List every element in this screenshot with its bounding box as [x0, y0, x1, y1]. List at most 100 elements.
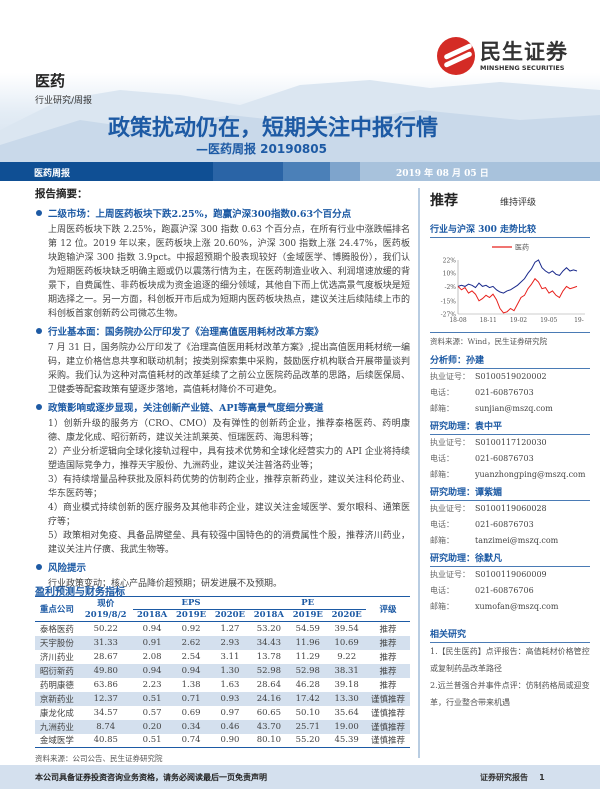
value-cell: 0.91	[132, 635, 172, 650]
col-year: 2020E	[214, 610, 245, 621]
col-year: 2018A	[137, 610, 168, 621]
company-cell: 药明康德	[39, 680, 74, 691]
license-label: 执业证号：	[430, 504, 470, 513]
related-item[interactable]: 1.【民生医药】点评报告：高值耗材价格管控或复制药品改革路径	[430, 647, 590, 673]
analyst-email[interactable]: sunjian@mszq.com	[475, 404, 553, 413]
value-cell: 0.69	[181, 707, 201, 718]
value-cell: 50.22	[93, 623, 118, 634]
rating: 推荐	[430, 193, 458, 209]
value-cell: 31.33	[78, 635, 133, 650]
value-cell: 0.90	[220, 735, 240, 746]
band-label: 医药周报	[34, 169, 71, 179]
value-cell: 谨慎推荐	[366, 719, 410, 734]
analyst-phone: 021-60876703	[475, 520, 534, 529]
value-cell: 8.74	[78, 719, 133, 734]
summary-heading: 报告摘要：	[35, 188, 88, 200]
bullet-heading: 风险提示	[35, 560, 410, 574]
analyst-email[interactable]: tanzimei@mszq.com	[475, 536, 559, 545]
bullet-paragraph: 5）政策相对免疫、具备品牌壁垒、具有较强中国特色的的消费属性个股，推荐济川药业，…	[48, 531, 410, 555]
y-tick-label: -2%	[444, 284, 456, 291]
value-cell: 54.59	[295, 623, 320, 634]
header-band	[0, 162, 600, 181]
table-row: 泰格医药 50.22 0.94 0.92 1.27 53.20 54.59 39.54 推荐	[35, 622, 410, 636]
value-cell: 11.96	[288, 635, 328, 650]
value-cell: 13.78	[256, 651, 282, 662]
report-type: 证券研究报告	[480, 773, 528, 782]
email-label: 邮箱：	[430, 470, 454, 479]
footer-band	[0, 765, 600, 789]
page-number: 1	[539, 773, 545, 782]
report-category: 行业研究/周报	[35, 96, 93, 106]
table-row: 昭衍新药 49.80 0.94 0.94 1.30 52.98 52.98 38.31 推荐	[35, 663, 410, 678]
chart-title: 行业与沪深 300 走势比较	[430, 222, 590, 238]
value-cell: 28.64	[256, 679, 282, 690]
analyst-role: 研究助理：徐默凡	[430, 551, 590, 567]
company-cell: 康龙化成	[39, 708, 74, 719]
analyst-phone-row: 电话： 021-60876703	[430, 451, 590, 467]
value-cell: 0.51	[142, 735, 162, 746]
analyst-license: S0100119060009	[475, 570, 547, 579]
value-cell: 0.94	[171, 663, 211, 678]
company-cell: 九洲药业	[35, 719, 79, 734]
value-cell: 50.10	[295, 707, 320, 718]
table-row: 金域医学 40.85 0.51 0.74 0.90 80.10 55.20 45.39 谨慎推荐	[35, 734, 410, 748]
value-cell: 38.31	[327, 663, 367, 678]
value-cell: 24.16	[249, 691, 289, 706]
table-source: 资料来源：公司公告、民生证券研究院	[35, 754, 163, 763]
analyst-email-row: 邮箱： sunjian@mszq.com	[430, 401, 590, 417]
email-label: 邮箱：	[430, 536, 454, 545]
table-row: 九洲药业 8.74 0.20 0.34 0.46 43.70 25.71 19.00 谨慎推荐	[35, 719, 410, 734]
footer-disclaimer: 本公司具备证券投资咨询业务资格，请务必阅读最后一页免责声明	[35, 773, 267, 782]
y-tick-label: -15%	[441, 298, 457, 305]
analyst-phone-row: 电话： 021-60876703	[430, 385, 590, 401]
analyst-license-row: 执业证号： S0100519020002	[430, 369, 590, 385]
value-cell: 2.08	[142, 651, 162, 662]
bullet-paragraph: 2）产业分析逻辑向全球化接轨过程中，具有技术优势和全球化经营实力的 API 企业…	[48, 447, 410, 471]
value-cell: 2.62	[171, 635, 211, 650]
value-cell: 推荐	[379, 624, 397, 635]
logo-mark-icon	[437, 37, 475, 75]
value-cell: 25.71	[288, 719, 328, 734]
value-cell: 52.98	[288, 663, 328, 678]
x-tick-label: 18-11	[480, 317, 497, 324]
value-cell: 0.34	[171, 719, 211, 734]
chart-source: 资料来源：Wind，民生证券研究院	[430, 332, 590, 347]
value-cell: 34.43	[249, 635, 289, 650]
email-label: 邮箱：	[430, 602, 454, 611]
value-cell: 0.46	[210, 719, 250, 734]
related-item[interactable]: 2.远兰普强合并事件点评：仿制药格局或迎变革，行业整合带来机遇	[430, 681, 590, 707]
value-cell: 53.20	[256, 623, 282, 634]
value-cell: 12.37	[78, 691, 133, 706]
analyst-license-row: 执业证号： S0100119060009	[430, 567, 590, 583]
group-pe: PE	[249, 596, 367, 610]
brand-name-en: MINSHENG SECURITIES	[480, 64, 565, 72]
col-price-date: 2019/8/2	[84, 610, 127, 620]
value-cell: 2.93	[210, 635, 250, 650]
analyst-license: S0100119060028	[475, 504, 547, 513]
analyst-role: 研究助理：袁中平	[430, 419, 590, 435]
value-cell: 39.18	[334, 679, 359, 690]
company-cell: 京新药业	[35, 691, 79, 706]
value-cell: 0.92	[181, 623, 201, 634]
series-line-csi300	[457, 259, 578, 294]
phone-label: 电话：	[430, 520, 454, 529]
series-line-pharma	[457, 277, 578, 314]
license-label: 执业证号：	[430, 372, 470, 381]
email-label: 邮箱：	[430, 404, 454, 413]
analyst-email[interactable]: yuanzhongping@mszq.com	[475, 470, 586, 479]
x-tick-label: 18-08	[449, 317, 466, 324]
analyst-license-row: 执业证号： S0100119060028	[430, 501, 590, 517]
col-price: 现价	[97, 599, 115, 609]
value-cell: 1.30	[210, 663, 250, 678]
license-label: 执业证号：	[430, 570, 470, 579]
header-background	[0, 0, 600, 162]
value-cell: 28.67	[93, 651, 118, 662]
value-cell: 9.22	[337, 651, 357, 662]
report-subtitle: —医药周报 20190805	[196, 142, 327, 156]
x-tick-label: 19-	[574, 317, 584, 324]
analyst-email-row: 邮箱： xumofan@mszq.com	[430, 599, 590, 615]
trend-chart: 22% 10% -2% -15% -27%18-08 18-11 19-02 19-05 19-…	[441, 243, 585, 324]
phone-label: 电话：	[430, 586, 454, 595]
analyst-phone: 021-60876706	[475, 586, 534, 595]
analyst-email[interactable]: xumofan@mszq.com	[475, 602, 559, 611]
